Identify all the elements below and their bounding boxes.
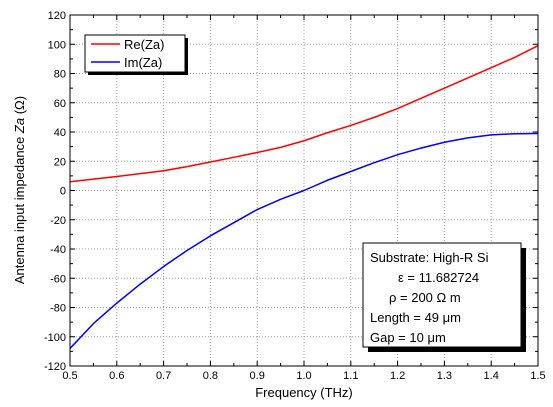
y-tick-label: 80 xyxy=(54,69,66,81)
y-axis-title-prefix: Antenna input impedance xyxy=(12,133,27,284)
y-tick-label: -120 xyxy=(44,361,66,373)
y-tick-label: 100 xyxy=(48,39,66,51)
y-tick-label: -20 xyxy=(50,215,66,227)
annotation-line-rho: ρ = 200 Ω m xyxy=(389,290,461,305)
x-tick-label: 0.9 xyxy=(250,370,265,382)
x-tick-label: 0.6 xyxy=(109,370,124,382)
annotation-frame xyxy=(362,242,522,348)
y-tick-label: 0 xyxy=(60,186,66,198)
x-tick-label: 1.5 xyxy=(530,370,545,382)
y-tick-label: 120 xyxy=(48,10,66,22)
x-tick-label: 1.0 xyxy=(296,370,311,382)
series-line-re-za xyxy=(69,45,539,183)
legend-label-im: Im(Za) xyxy=(124,55,162,70)
axis-ticks: 0.5 0.6 0.7 0.8 0.9 1.0 1.1 1.2 1.3 1.4 1.5 -120 -10… xyxy=(44,10,546,382)
legend-label-re: Re(Za) xyxy=(124,37,164,52)
annotation-line-substrate: Substrate: High-R Si xyxy=(370,250,489,265)
series-lines xyxy=(69,45,539,349)
legend: Re(Za) Im(Za) xyxy=(84,34,188,75)
legend-box xyxy=(84,34,186,73)
x-tick-label: 0.8 xyxy=(203,370,218,382)
y-tick-label: 40 xyxy=(54,127,66,139)
y-axis-title: Antenna input impedance Za (Ω) xyxy=(12,96,27,284)
y-tick-label: 20 xyxy=(54,156,66,168)
x-axis-title: Frequency (THz) xyxy=(255,385,353,400)
y-tick-label: -80 xyxy=(50,303,66,315)
annotation-line-epsilon: ε = 11.682724 xyxy=(398,270,479,285)
y-tick-label: -40 xyxy=(50,244,66,256)
annotation-box: Substrate: High-R Si ε = 11.682724 ρ = 2… xyxy=(362,242,526,352)
annotation-line-gap: Gap = 10 μm xyxy=(370,330,446,345)
x-tick-label: 0.7 xyxy=(156,370,171,382)
x-tick-label: 1.3 xyxy=(437,370,452,382)
x-tick-label: 1.4 xyxy=(484,370,499,382)
series-line-im-za xyxy=(69,132,539,349)
y-tick-label: 60 xyxy=(54,98,66,110)
x-tick-label: 1.2 xyxy=(390,370,405,382)
annotation-line-length: Length = 49 μm xyxy=(370,310,461,325)
y-tick-label: -60 xyxy=(50,273,66,285)
x-tick-label: 0.5 xyxy=(62,370,77,382)
y-axis-title-suffix: (Ω) xyxy=(12,96,27,118)
x-tick-label: 1.1 xyxy=(343,370,358,382)
y-axis-title-italic: Za xyxy=(12,118,27,134)
y-tick-label: -100 xyxy=(44,332,66,344)
